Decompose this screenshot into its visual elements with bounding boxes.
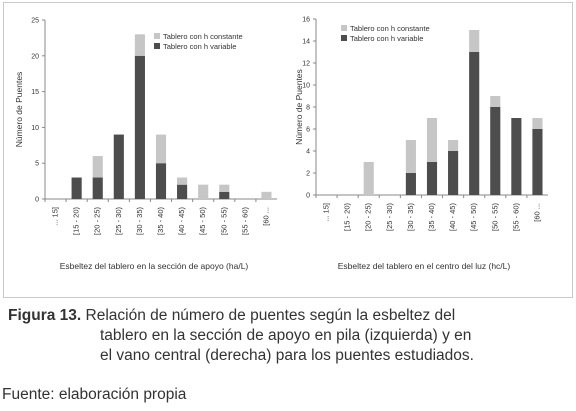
x-tick-label: [55 - 60) <box>240 207 249 235</box>
source-note: Fuente: elaboración propia <box>2 386 187 403</box>
x-tick-label: [25 - 30) <box>114 207 123 235</box>
y-tick-label: 0 <box>35 197 39 204</box>
figure-panel: 0 5 10 15 20 25... 15] [15 - 20) [20 - 25) [25 -… <box>3 2 573 298</box>
bar-h-variable <box>177 184 188 199</box>
chart-2: 0 2 4 6 8 10 12 14 16 ... 15] [15 - 20) [20 - 25) [2… <box>294 17 548 271</box>
x-axis-title: Esbeltez del tablero en la sección de ap… <box>60 261 249 271</box>
bar-h-variable <box>92 177 103 199</box>
x-tick-label: [20 - 25) <box>364 203 373 231</box>
x-tick-label: [50 - 55) <box>490 203 499 231</box>
bar-h-constante <box>198 184 209 199</box>
bar-h-constante <box>219 184 230 192</box>
bar-h-variable <box>155 163 167 199</box>
legend-label: Tablero con h constante <box>350 24 430 33</box>
x-axis-title: Esbeltez del tablero en el centro del lu… <box>338 261 511 271</box>
x-tick-label: [35 - 40) <box>156 207 165 235</box>
x-tick-label: [35 - 40) <box>427 203 436 231</box>
bar-h-constante <box>155 134 167 164</box>
y-tick-label: 0 <box>306 193 310 200</box>
bar-h-constante <box>490 96 501 107</box>
bar-h-variable <box>113 134 124 199</box>
legend-swatch <box>154 33 160 39</box>
bar-h-variable <box>448 151 459 195</box>
bar-h-variable <box>532 129 543 195</box>
bar-h-constante <box>448 140 459 151</box>
bar-h-constante <box>426 118 438 162</box>
y-axis-title: Número de Puentes <box>14 72 24 148</box>
bar-h-variable <box>71 177 82 199</box>
y-tick-label: 5 <box>35 161 39 168</box>
x-tick-label: [60 ... <box>261 207 270 226</box>
x-tick-label: [60 ... <box>532 203 541 222</box>
legend-swatch <box>341 25 347 31</box>
y-tick-label: 12 <box>302 61 310 68</box>
y-tick-label: 8 <box>306 105 310 112</box>
y-tick-label: 4 <box>306 149 310 156</box>
x-tick-label: [50 - 55) <box>219 207 228 235</box>
y-tick-label: 16 <box>302 17 310 24</box>
legend-label: Tablero con h variable <box>163 42 236 51</box>
x-tick-label: [20 - 25) <box>93 207 102 235</box>
chart-1: 0 5 10 15 20 25 ... 15] [15 - 20) [20 - 25) [25 -… <box>14 18 277 271</box>
bar-h-variable <box>405 173 416 195</box>
x-tick-label: [40 - 45) <box>177 207 186 235</box>
x-tick-label: [30 - 35) <box>406 203 415 231</box>
bar-h-constante <box>363 162 374 195</box>
y-tick-label: 25 <box>31 18 39 25</box>
legend-swatch <box>154 43 160 49</box>
y-tick-label: 6 <box>306 127 310 134</box>
x-tick-label: [40 - 45) <box>448 203 457 231</box>
x-tick-label: [30 - 35) <box>135 207 144 235</box>
y-axis-title: Número de Puentes <box>294 69 304 145</box>
figure-caption: Figura 13. Relación de número de puentes… <box>8 306 570 366</box>
caption-line-1: Relación de número de puentes según la e… <box>81 307 456 324</box>
y-tick-label: 10 <box>302 83 310 90</box>
y-tick-label: 20 <box>31 53 39 60</box>
x-tick-label: [15 - 20) <box>72 207 81 235</box>
bar-h-constante <box>405 140 416 173</box>
y-tick-label: 2 <box>306 171 310 178</box>
bar-h-constante <box>92 156 103 178</box>
caption-label: Figura 13. <box>8 307 82 324</box>
legend-swatch <box>341 35 347 41</box>
legend-label: Tablero con h variable <box>350 34 423 43</box>
bar-h-variable <box>511 118 522 195</box>
x-tick-label: ... 15] <box>322 203 331 222</box>
bar-h-variable <box>426 162 438 195</box>
y-tick-label: 10 <box>31 125 39 132</box>
x-tick-label: [55 - 60) <box>511 203 520 231</box>
x-tick-label: [25 - 30) <box>385 203 394 231</box>
y-tick-label: 15 <box>31 89 39 96</box>
bar-h-variable <box>490 107 501 195</box>
bar-h-constante <box>134 34 145 56</box>
y-tick-label: 14 <box>302 39 310 46</box>
bar-h-variable <box>219 191 230 199</box>
bar-h-constante <box>177 177 188 185</box>
bar-h-constante <box>469 30 480 52</box>
caption-line-2: tablero en la sección de apoyo en pila (… <box>100 327 472 344</box>
bar-h-variable <box>134 55 145 199</box>
legend-label: Tablero con h constante <box>163 32 243 41</box>
bar-h-constante <box>532 118 543 129</box>
x-tick-label: [15 - 20) <box>343 203 352 231</box>
x-tick-label: [45 - 50) <box>198 207 207 235</box>
x-tick-label: [45 - 50) <box>469 203 478 231</box>
caption-line-3: el vano central (derecha) para los puent… <box>100 347 474 364</box>
x-tick-label: ... 15] <box>51 207 60 226</box>
bar-h-constante <box>261 191 272 199</box>
bar-h-variable <box>469 52 480 195</box>
